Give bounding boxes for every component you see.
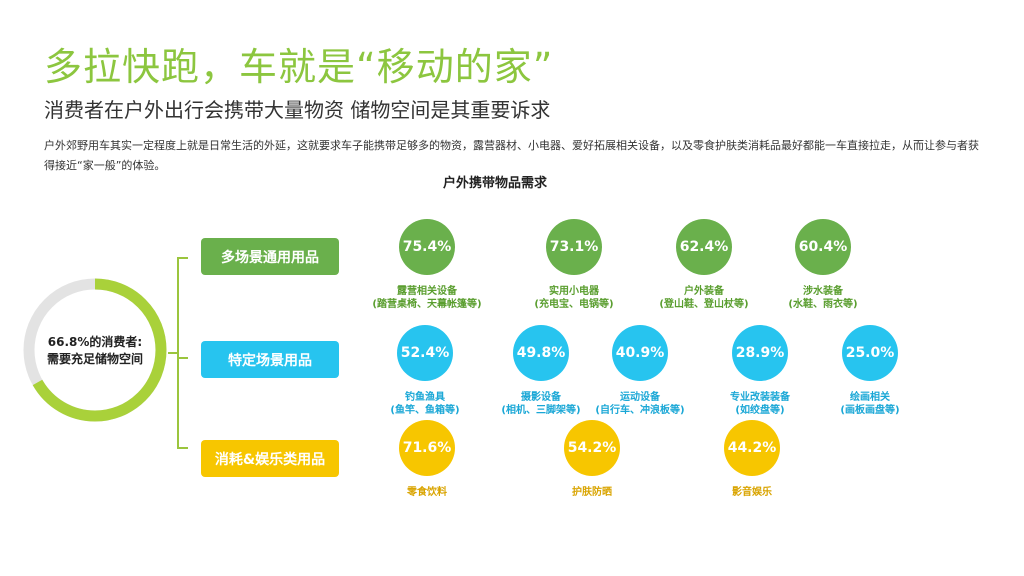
group-bracket xyxy=(168,257,188,449)
item-detail: (水鞋、雨衣等) xyxy=(788,299,858,310)
value-bubble: 40.9% xyxy=(612,325,668,381)
item-name: 钓鱼渔具 xyxy=(405,392,445,403)
page-title: 多拉快跑，车就是“移动的家” xyxy=(44,45,554,89)
item-label: 影音娱乐 xyxy=(667,486,837,499)
item-name: 运动设备 xyxy=(620,392,660,403)
item-name: 专业改装装备 xyxy=(730,392,790,403)
item-detail: (相机、三脚架等) xyxy=(501,405,581,416)
value-bubble: 73.1% xyxy=(546,219,602,275)
value-bubble: 49.8% xyxy=(513,325,569,381)
category-label: 消耗&娱乐类用品 xyxy=(214,451,326,468)
category-label: 特定场景用品 xyxy=(228,352,312,369)
item-label: 专业改装装备 (如绞盘等) xyxy=(675,391,845,417)
item-label: 绘画相关 (画板画盘等) xyxy=(785,391,955,417)
page-subtitle: 消费者在户外出行会携带大量物资 储物空间是其重要诉求 xyxy=(44,98,551,122)
item-name: 涉水装备 xyxy=(803,286,843,297)
item-name: 护肤防晒 xyxy=(572,487,612,498)
summary-label: 66.8%的消费者: 需要充足储物空间 xyxy=(30,334,160,368)
summary-label-line2: 需要充足储物空间 xyxy=(46,352,143,366)
item-detail: (充电宝、电锅等) xyxy=(534,299,614,310)
item-label: 钓鱼渔具 (鱼竿、鱼箱等) xyxy=(340,391,510,417)
value-bubble: 62.4% xyxy=(676,219,732,275)
category-consumables: 消耗&娱乐类用品 xyxy=(201,440,339,477)
summary-ring-arc xyxy=(23,278,167,422)
description-text: 户外郊野用车其实一定程度上就是日常生活的外延，这就要求车子能携带足够多的物资，露… xyxy=(44,139,979,172)
item-detail: (画板画盘等) xyxy=(840,405,900,416)
item-label: 露营相关设备 (踏营桌椅、天幕帐篷等) xyxy=(342,285,512,311)
item-label: 摄影设备 (相机、三脚架等) xyxy=(456,391,626,417)
item-detail: (自行车、冲浪板等) xyxy=(595,405,685,416)
item-name: 摄影设备 xyxy=(521,392,561,403)
category-label: 多场景通用用品 xyxy=(221,249,319,266)
value-bubble: 75.4% xyxy=(399,219,455,275)
item-name: 实用小电器 xyxy=(549,286,599,297)
item-detail: (鱼竿、鱼箱等) xyxy=(390,405,460,416)
value-bubble: 28.9% xyxy=(732,325,788,381)
item-name: 户外装备 xyxy=(684,286,724,297)
item-name: 绘画相关 xyxy=(850,392,890,403)
summary-label-line1: 66.8%的消费者: xyxy=(47,335,143,349)
item-name: 影音娱乐 xyxy=(732,487,772,498)
category-general: 多场景通用用品 xyxy=(201,238,339,275)
item-label: 运动设备 (自行车、冲浪板等) xyxy=(555,391,725,417)
item-label: 户外装备 (登山鞋、登山杖等) xyxy=(619,285,789,311)
value-bubble: 60.4% xyxy=(795,219,851,275)
item-name: 零食饮料 xyxy=(407,487,447,498)
value-bubble: 71.6% xyxy=(399,420,455,476)
chart-title: 户外携带物品需求 xyxy=(442,176,547,191)
item-label: 涉水装备 (水鞋、雨衣等) xyxy=(738,285,908,311)
item-label: 实用小电器 (充电宝、电锅等) xyxy=(489,285,659,311)
item-detail: (如绞盘等) xyxy=(735,405,785,416)
value-bubble: 52.4% xyxy=(397,325,453,381)
item-detail: (登山鞋、登山杖等) xyxy=(659,299,749,310)
value-bubble: 44.2% xyxy=(724,420,780,476)
item-label: 护肤防晒 xyxy=(507,486,677,499)
item-detail: (踏营桌椅、天幕帐篷等) xyxy=(372,299,482,310)
value-bubble: 25.0% xyxy=(842,325,898,381)
category-specific: 特定场景用品 xyxy=(201,341,339,378)
item-name: 露营相关设备 xyxy=(397,286,457,297)
value-bubble: 54.2% xyxy=(564,420,620,476)
item-label: 零食饮料 xyxy=(342,486,512,499)
